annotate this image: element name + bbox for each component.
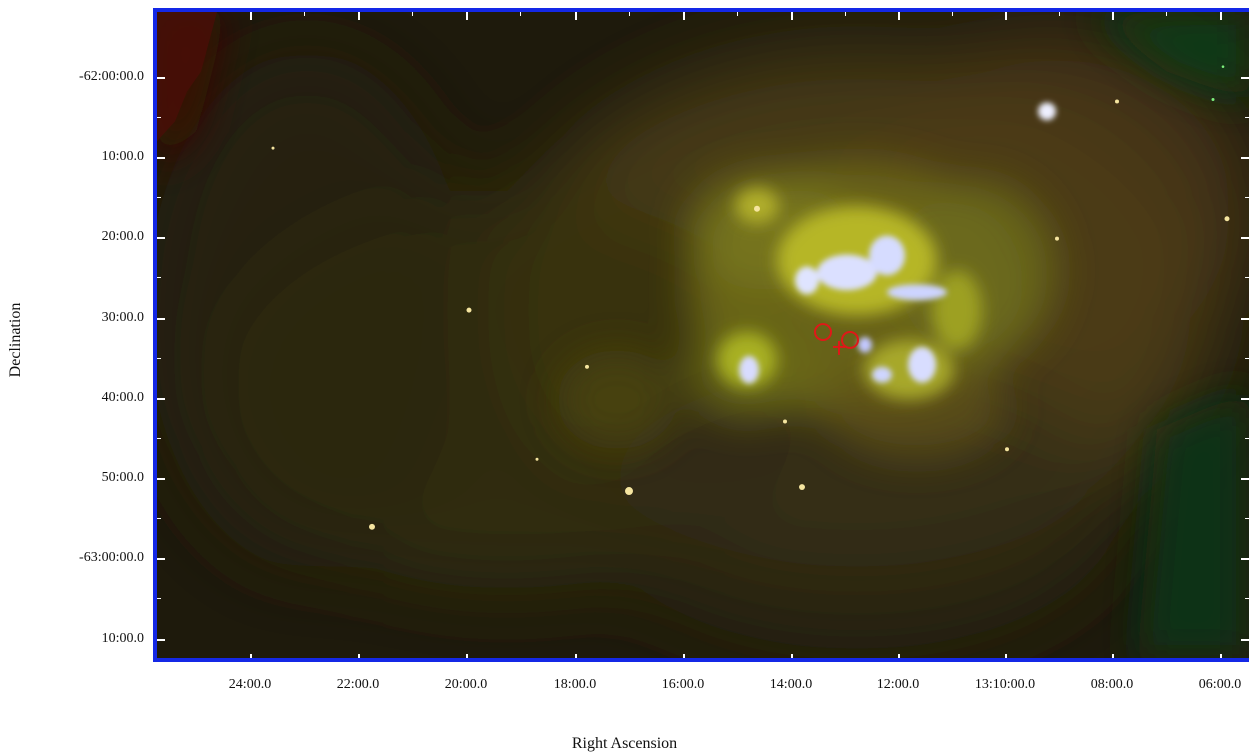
tick-mark — [1241, 157, 1249, 159]
tick-mark — [737, 658, 738, 662]
tick-mark — [1245, 358, 1249, 359]
y-tick-label: 40:00.0 — [101, 390, 144, 405]
tick-mark — [157, 237, 165, 239]
tick-mark — [358, 654, 360, 658]
tick-mark — [1241, 398, 1249, 400]
tick-mark — [157, 197, 161, 198]
x-tick-label: 20:00.0 — [444, 677, 488, 692]
tick-mark — [1245, 117, 1249, 118]
tick-mark — [520, 658, 521, 662]
y-tick-label: 20:00.0 — [101, 229, 144, 244]
x-tick-label: 16:00.0 — [661, 677, 705, 692]
tick-mark — [1241, 77, 1249, 79]
x-tick-label: 13:10:00.0 — [974, 677, 1036, 692]
tick-mark — [683, 654, 685, 658]
tick-mark — [157, 117, 161, 118]
tick-mark — [1245, 277, 1249, 278]
tick-mark — [1059, 12, 1060, 16]
x-tick-label: 12:00.0 — [876, 677, 920, 692]
tick-mark — [1241, 639, 1249, 641]
tick-mark — [304, 658, 305, 662]
tick-mark — [1220, 12, 1222, 20]
y-tick-label: 30:00.0 — [101, 310, 144, 325]
x-tick-label: 06:00.0 — [1198, 677, 1242, 692]
tick-mark — [520, 12, 521, 16]
y-axis-title: Declination — [7, 302, 24, 378]
tick-mark — [250, 12, 252, 20]
tick-mark — [575, 654, 577, 658]
tick-mark — [157, 318, 165, 320]
tick-mark — [466, 654, 468, 658]
tick-mark — [358, 12, 360, 20]
tick-mark — [629, 658, 630, 662]
tick-mark — [898, 12, 900, 20]
tick-mark — [1005, 654, 1007, 658]
tick-mark — [466, 12, 468, 20]
tick-mark — [845, 658, 846, 662]
tick-mark — [1241, 558, 1249, 560]
y-tick-label: -62:00:00.0 — [79, 69, 144, 84]
tick-mark — [157, 478, 165, 480]
x-tick-label: 14:00.0 — [769, 677, 813, 692]
x-tick-label: 24:00.0 — [228, 677, 272, 692]
tick-mark — [157, 157, 165, 159]
tick-mark — [157, 358, 161, 359]
tick-mark — [1241, 318, 1249, 320]
tick-mark — [1245, 197, 1249, 198]
x-tick-label: 22:00.0 — [336, 677, 380, 692]
tick-mark — [157, 77, 165, 79]
sky-image-frame — [153, 8, 1249, 662]
tick-mark — [845, 12, 846, 16]
tick-mark — [629, 12, 630, 16]
tick-mark — [683, 12, 685, 20]
source-marker-circle — [814, 323, 832, 341]
y-tick-label: -63:00:00.0 — [79, 550, 144, 565]
tick-mark — [1059, 658, 1060, 662]
tick-mark — [791, 12, 793, 20]
y-tick-label: 10:00.0 — [101, 149, 144, 164]
tick-mark — [1220, 654, 1222, 658]
tick-mark — [304, 12, 305, 16]
tick-mark — [157, 518, 161, 519]
tick-mark — [1241, 237, 1249, 239]
tick-mark — [157, 398, 165, 400]
tick-mark — [157, 558, 165, 560]
source-marker-circle — [841, 331, 859, 349]
tick-mark — [412, 658, 413, 662]
tick-mark — [1245, 518, 1249, 519]
y-tick-label: 10:00.0 — [101, 631, 144, 646]
infrared-sky-image — [157, 12, 1249, 658]
tick-mark — [157, 639, 165, 641]
tick-mark — [157, 438, 161, 439]
tick-mark — [1166, 658, 1167, 662]
tick-mark — [737, 12, 738, 16]
y-tick-label: 50:00.0 — [101, 470, 144, 485]
tick-mark — [1245, 598, 1249, 599]
tick-mark — [157, 277, 161, 278]
tick-mark — [952, 12, 953, 16]
tick-mark — [1245, 438, 1249, 439]
tick-mark — [952, 658, 953, 662]
x-tick-label: 18:00.0 — [553, 677, 597, 692]
x-tick-label: 08:00.0 — [1090, 677, 1134, 692]
tick-mark — [575, 12, 577, 20]
x-axis-title: Right Ascension — [571, 735, 678, 752]
tick-mark — [412, 12, 413, 16]
tick-mark — [898, 654, 900, 658]
tick-mark — [250, 654, 252, 658]
tick-mark — [1005, 12, 1007, 20]
tick-mark — [1112, 12, 1114, 20]
tick-mark — [1112, 654, 1114, 658]
tick-mark — [1241, 478, 1249, 480]
tick-mark — [157, 598, 161, 599]
tick-mark — [1166, 12, 1167, 16]
tick-mark — [791, 654, 793, 658]
